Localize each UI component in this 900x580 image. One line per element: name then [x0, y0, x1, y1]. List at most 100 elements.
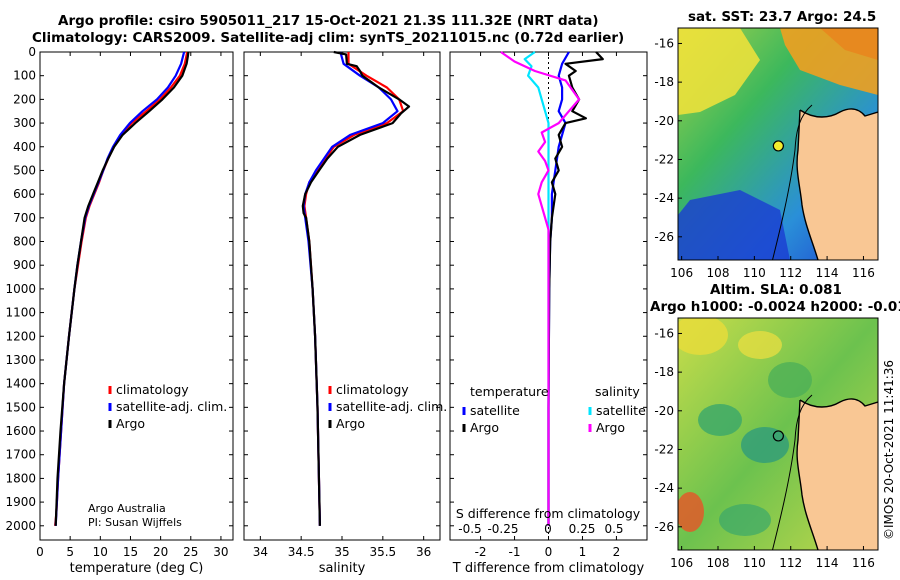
depth-tick-label: 1700: [5, 448, 36, 462]
salinity-series-argo: [301, 50, 411, 526]
sla-map-subtitle: Argo h1000: -0.0024 h2000: -0.01: [650, 299, 900, 315]
sla-map-title: Altim. SLA: 0.081: [710, 282, 842, 298]
sla-map-argo-marker: [772, 430, 784, 442]
sla-map: [677, 317, 879, 551]
depth-tick-label: 200: [13, 92, 36, 106]
sst-map-argo-marker: [772, 140, 784, 152]
temperature-x-tick-label: 30: [213, 545, 228, 559]
difference-x-tick-label: -2: [475, 545, 487, 559]
sla-map-y-tick-label: -18: [654, 365, 674, 379]
salinity-x-tick-label: 35.5: [369, 545, 396, 559]
difference-x-tick-label: 2: [613, 545, 621, 559]
difference-series-salinity-argo: [500, 51, 581, 526]
sla-map-x-tick-label: 106: [670, 556, 693, 570]
depth-tick-label: 2000: [5, 519, 36, 533]
sla-map-x-tick-label: 110: [743, 556, 766, 570]
salinity-diff-tick-label: -0.25: [487, 522, 518, 536]
sla-map-x-tick-label: 108: [707, 556, 730, 570]
salinity-panel: [243, 51, 441, 541]
temperature-diff-legend-title: temperature: [470, 384, 549, 399]
sst-map-title: sat. SST: 23.7 Argo: 24.5: [688, 9, 877, 25]
depth-tick-label: 800: [13, 235, 36, 249]
temperature-legend-label: climatology: [116, 382, 189, 397]
temperature-x-tick-label: 20: [153, 545, 168, 559]
sst-map-x-tick-label: 108: [707, 266, 730, 280]
salinity-x-tick-label: 34: [253, 545, 268, 559]
depth-tick-label: 1600: [5, 424, 36, 438]
depth-tick-label: 1500: [5, 400, 36, 414]
depth-tick-label: 1400: [5, 377, 36, 391]
difference-x-axis-label: T difference from climatology: [452, 561, 645, 576]
sla-map-y-tick-label: -16: [654, 326, 674, 340]
sla-map-x-tick-label: 112: [779, 556, 802, 570]
plot-title-line-1: Argo profile: csiro 5905011_217 15-Oct-2…: [58, 13, 599, 29]
temperature-panel: [39, 51, 234, 541]
depth-tick-label: 1200: [5, 329, 36, 343]
annotation-line: Argo Australia: [88, 502, 166, 515]
salinity-x-tick-label: 36: [416, 545, 431, 559]
difference-series-temperature-argo: [547, 51, 604, 526]
depth-tick-label: 1900: [5, 495, 36, 509]
sst-map: [677, 27, 879, 261]
sst-map-x-tick-label: 110: [743, 266, 766, 280]
sla-map-y-tick-label: -20: [654, 404, 674, 418]
temperature-legend-label: satellite-adj. clim.: [116, 399, 227, 414]
temperature-series-argo: [54, 51, 190, 526]
annotation-line: PI: Susan Wijffels: [88, 516, 182, 529]
sla-map-x-tick-label: 114: [816, 556, 839, 570]
sla-map-y-tick-label: -24: [654, 481, 674, 495]
temperature-diff-legend-label: Argo: [470, 420, 499, 435]
salinity-x-tick-label: 34.5: [288, 545, 315, 559]
salinity-diff-legend-label: satellite: [596, 403, 646, 418]
depth-tick-label: 900: [13, 258, 36, 272]
sst-map-y-tick-label: -16: [654, 36, 674, 50]
temperature-x-tick-label: 0: [36, 545, 44, 559]
salinity-x-tick-label: 35: [334, 545, 349, 559]
temperature-x-tick-label: 5: [66, 545, 74, 559]
salinity-legend-label: Argo: [336, 416, 365, 431]
salinity-diff-legend-label: Argo: [596, 420, 625, 435]
difference-x-tick-label: 0: [545, 545, 553, 559]
depth-tick-label: 500: [13, 163, 36, 177]
salinity-legend-label: climatology: [336, 382, 409, 397]
depth-tick-label: 300: [13, 116, 36, 130]
salinity-diff-tick-label: 0.25: [569, 522, 596, 536]
temperature-diff-legend-label: satellite: [470, 403, 520, 418]
salinity-diff-legend-title: salinity: [595, 384, 640, 399]
sst-map-x-tick-label: 114: [816, 266, 839, 280]
sst-map-x-tick-label: 106: [670, 266, 693, 280]
sst-map-y-tick-label: -18: [654, 75, 674, 89]
depth-tick-label: 100: [13, 69, 36, 83]
salinity-x-axis-label: salinity: [319, 561, 366, 576]
sst-map-y-tick-label: -22: [654, 152, 674, 166]
sla-map-x-tick-label: 116: [852, 556, 875, 570]
sla-map-y-tick-label: -22: [654, 442, 674, 456]
sst-map-y-tick-label: -20: [654, 114, 674, 128]
difference-x-tick-label: 1: [579, 545, 587, 559]
salinity-diff-tick-label: 0.5: [604, 522, 623, 536]
salinity-diff-tick-label: -0.5: [458, 522, 481, 536]
depth-tick-label: 400: [13, 140, 36, 154]
temperature-x-tick-label: 10: [93, 545, 108, 559]
temperature-legend-label: Argo: [116, 416, 145, 431]
plot-title-line-2: Climatology: CARS2009. Satellite-adj cli…: [32, 30, 625, 46]
depth-tick-label: 700: [13, 211, 36, 225]
salinity-legend-label: satellite-adj. clim.: [336, 399, 447, 414]
depth-tick-label: 1000: [5, 282, 36, 296]
difference-x-tick-label: -1: [509, 545, 521, 559]
difference-series-salinity-satellite: [523, 51, 550, 526]
sst-map-y-tick-label: -26: [654, 230, 674, 244]
depth-tick-label: 1100: [5, 306, 36, 320]
salinity-diff-axis-label: S difference from climatology: [456, 506, 641, 521]
sst-map-y-tick-label: -24: [654, 191, 674, 205]
sla-map-y-tick-label: -26: [654, 520, 674, 534]
temperature-x-axis-label: temperature (deg C): [70, 561, 204, 576]
sst-map-x-tick-label: 116: [852, 266, 875, 280]
depth-tick-label: 0: [28, 45, 36, 59]
sst-map-x-tick-label: 112: [779, 266, 802, 280]
temperature-x-tick-label: 25: [183, 545, 198, 559]
salinity-diff-tick-label: 0: [544, 522, 552, 536]
depth-tick-label: 1300: [5, 353, 36, 367]
depth-tick-label: 600: [13, 187, 36, 201]
